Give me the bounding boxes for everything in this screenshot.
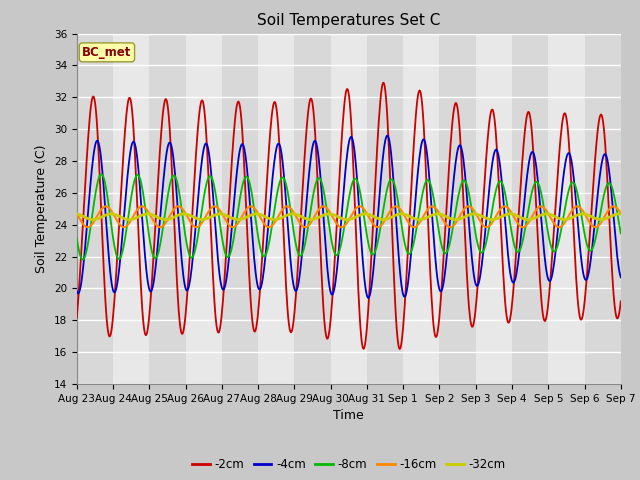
- -16cm: [392, 204, 400, 209]
- -2cm: [617, 299, 625, 304]
- -4cm: [237, 144, 244, 150]
- -2cm: [437, 299, 445, 304]
- -4cm: [437, 288, 445, 294]
- X-axis label: Time: Time: [333, 409, 364, 422]
- Bar: [440, 34, 476, 384]
- -32cm: [138, 213, 145, 218]
- -2cm: [237, 109, 244, 115]
- Bar: [584, 34, 621, 384]
- Bar: [476, 34, 512, 384]
- Line: -32cm: -32cm: [77, 214, 621, 220]
- -32cm: [437, 211, 445, 217]
- Title: Soil Temperatures Set C: Soil Temperatures Set C: [257, 13, 440, 28]
- Bar: [149, 34, 186, 384]
- -16cm: [406, 222, 414, 228]
- -2cm: [73, 314, 81, 320]
- -4cm: [617, 275, 625, 280]
- -16cm: [437, 213, 445, 218]
- -2cm: [137, 278, 145, 284]
- -32cm: [73, 211, 81, 217]
- Bar: [548, 34, 584, 384]
- Bar: [512, 34, 548, 384]
- -32cm: [406, 214, 414, 219]
- -4cm: [137, 194, 145, 200]
- -4cm: [284, 228, 292, 233]
- Bar: [331, 34, 367, 384]
- -8cm: [437, 239, 445, 244]
- -32cm: [238, 216, 246, 222]
- -8cm: [138, 184, 146, 190]
- Bar: [113, 34, 149, 384]
- Legend: -2cm, -4cm, -8cm, -16cm, -32cm: -2cm, -4cm, -8cm, -16cm, -32cm: [188, 454, 510, 476]
- -32cm: [285, 211, 293, 217]
- Line: -16cm: -16cm: [77, 206, 621, 227]
- -16cm: [285, 204, 292, 210]
- -32cm: [89, 217, 97, 223]
- -8cm: [79, 257, 86, 263]
- -16cm: [264, 224, 271, 230]
- -2cm: [396, 346, 403, 352]
- -32cm: [265, 216, 273, 221]
- -4cm: [264, 230, 271, 236]
- Bar: [77, 34, 113, 384]
- Bar: [186, 34, 222, 384]
- -2cm: [264, 167, 271, 172]
- -8cm: [285, 201, 293, 206]
- -16cm: [137, 204, 145, 210]
- -16cm: [265, 224, 273, 230]
- -16cm: [617, 211, 625, 216]
- Line: -2cm: -2cm: [77, 83, 621, 349]
- -16cm: [237, 216, 244, 222]
- Text: BC_met: BC_met: [82, 46, 132, 59]
- -32cm: [617, 211, 625, 217]
- Line: -4cm: -4cm: [77, 135, 621, 298]
- -2cm: [380, 80, 387, 85]
- -2cm: [406, 206, 414, 212]
- -4cm: [364, 295, 372, 301]
- -8cm: [406, 251, 414, 256]
- Y-axis label: Soil Temperature (C): Soil Temperature (C): [35, 144, 48, 273]
- Bar: [294, 34, 331, 384]
- Bar: [258, 34, 294, 384]
- -8cm: [73, 235, 81, 241]
- Bar: [222, 34, 258, 384]
- -16cm: [73, 211, 81, 216]
- Bar: [367, 34, 403, 384]
- Line: -8cm: -8cm: [77, 174, 621, 260]
- -8cm: [238, 184, 246, 190]
- -8cm: [98, 171, 106, 177]
- Bar: [403, 34, 440, 384]
- -32cm: [216, 211, 224, 217]
- -4cm: [383, 132, 391, 138]
- -8cm: [265, 240, 273, 246]
- -8cm: [617, 230, 625, 236]
- -2cm: [284, 314, 292, 320]
- -4cm: [406, 261, 414, 266]
- -4cm: [73, 288, 81, 294]
